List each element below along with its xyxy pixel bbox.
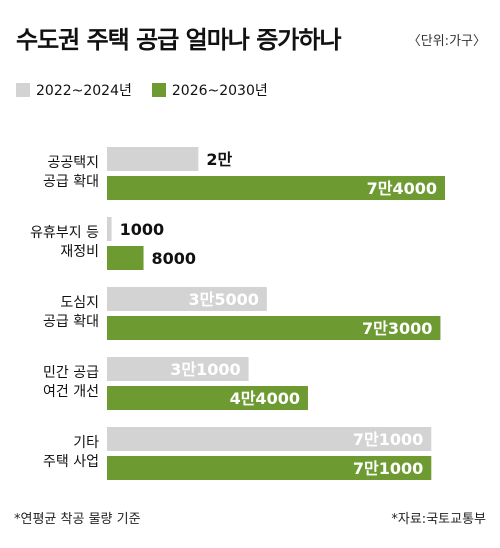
bar-2026 <box>107 246 144 270</box>
footnote: *연평균 착공 물량 기준 <box>14 512 141 527</box>
legend-label-2022: 2022~2024년 <box>36 83 132 99</box>
category-label: 민간 공급 <box>43 365 99 381</box>
page-title: 수도권 주택 공급 얼마나 증가하나 <box>16 26 342 54</box>
data-label: 3만5000 <box>188 290 258 309</box>
source-note: *자료:국토교통부 <box>391 512 486 527</box>
category-label: 유휴부지 등 <box>30 225 99 241</box>
data-label: 7만1000 <box>353 430 423 449</box>
bar-2026 <box>107 176 445 200</box>
bar-2022 <box>107 357 249 381</box>
category-label: 주택 사업 <box>43 454 99 470</box>
bar-2022 <box>107 217 112 241</box>
data-label: 2만 <box>206 150 232 169</box>
category-label: 공공택지 <box>47 155 99 171</box>
bar-2022 <box>107 147 199 171</box>
legend-swatch-2026 <box>151 83 166 97</box>
legend-item-2022: 2022~2024년 <box>16 80 132 100</box>
data-label: 7만4000 <box>367 179 437 198</box>
bar-2026 <box>107 386 308 410</box>
bar-2022 <box>107 427 432 451</box>
bar-2026 <box>107 456 432 480</box>
data-label: 3만1000 <box>170 360 240 379</box>
data-label: 7만3000 <box>362 319 432 338</box>
data-label: 8000 <box>152 249 197 268</box>
bar-2026 <box>107 316 441 340</box>
bar-2022 <box>107 287 267 311</box>
data-label: 4만4000 <box>230 389 300 408</box>
data-label: 1000 <box>120 220 165 239</box>
data-label: 7만1000 <box>353 459 423 478</box>
category-label: 도심지 <box>60 295 99 311</box>
category-label: 재정비 <box>60 244 99 260</box>
legend-item-2026: 2026~2030년 <box>151 80 268 100</box>
category-label: 공급 확대 <box>43 174 99 190</box>
unit-label: 〈단위:가구〉 <box>407 34 486 49</box>
category-label: 공급 확대 <box>43 314 99 330</box>
legend-label-2026: 2026~2030년 <box>171 83 268 99</box>
legend-swatch-2022 <box>16 83 30 97</box>
legend: 2022~2024년 2026~2030년 <box>16 80 280 100</box>
category-label: 기타 <box>73 435 99 451</box>
category-label: 여건 개선 <box>43 384 99 400</box>
